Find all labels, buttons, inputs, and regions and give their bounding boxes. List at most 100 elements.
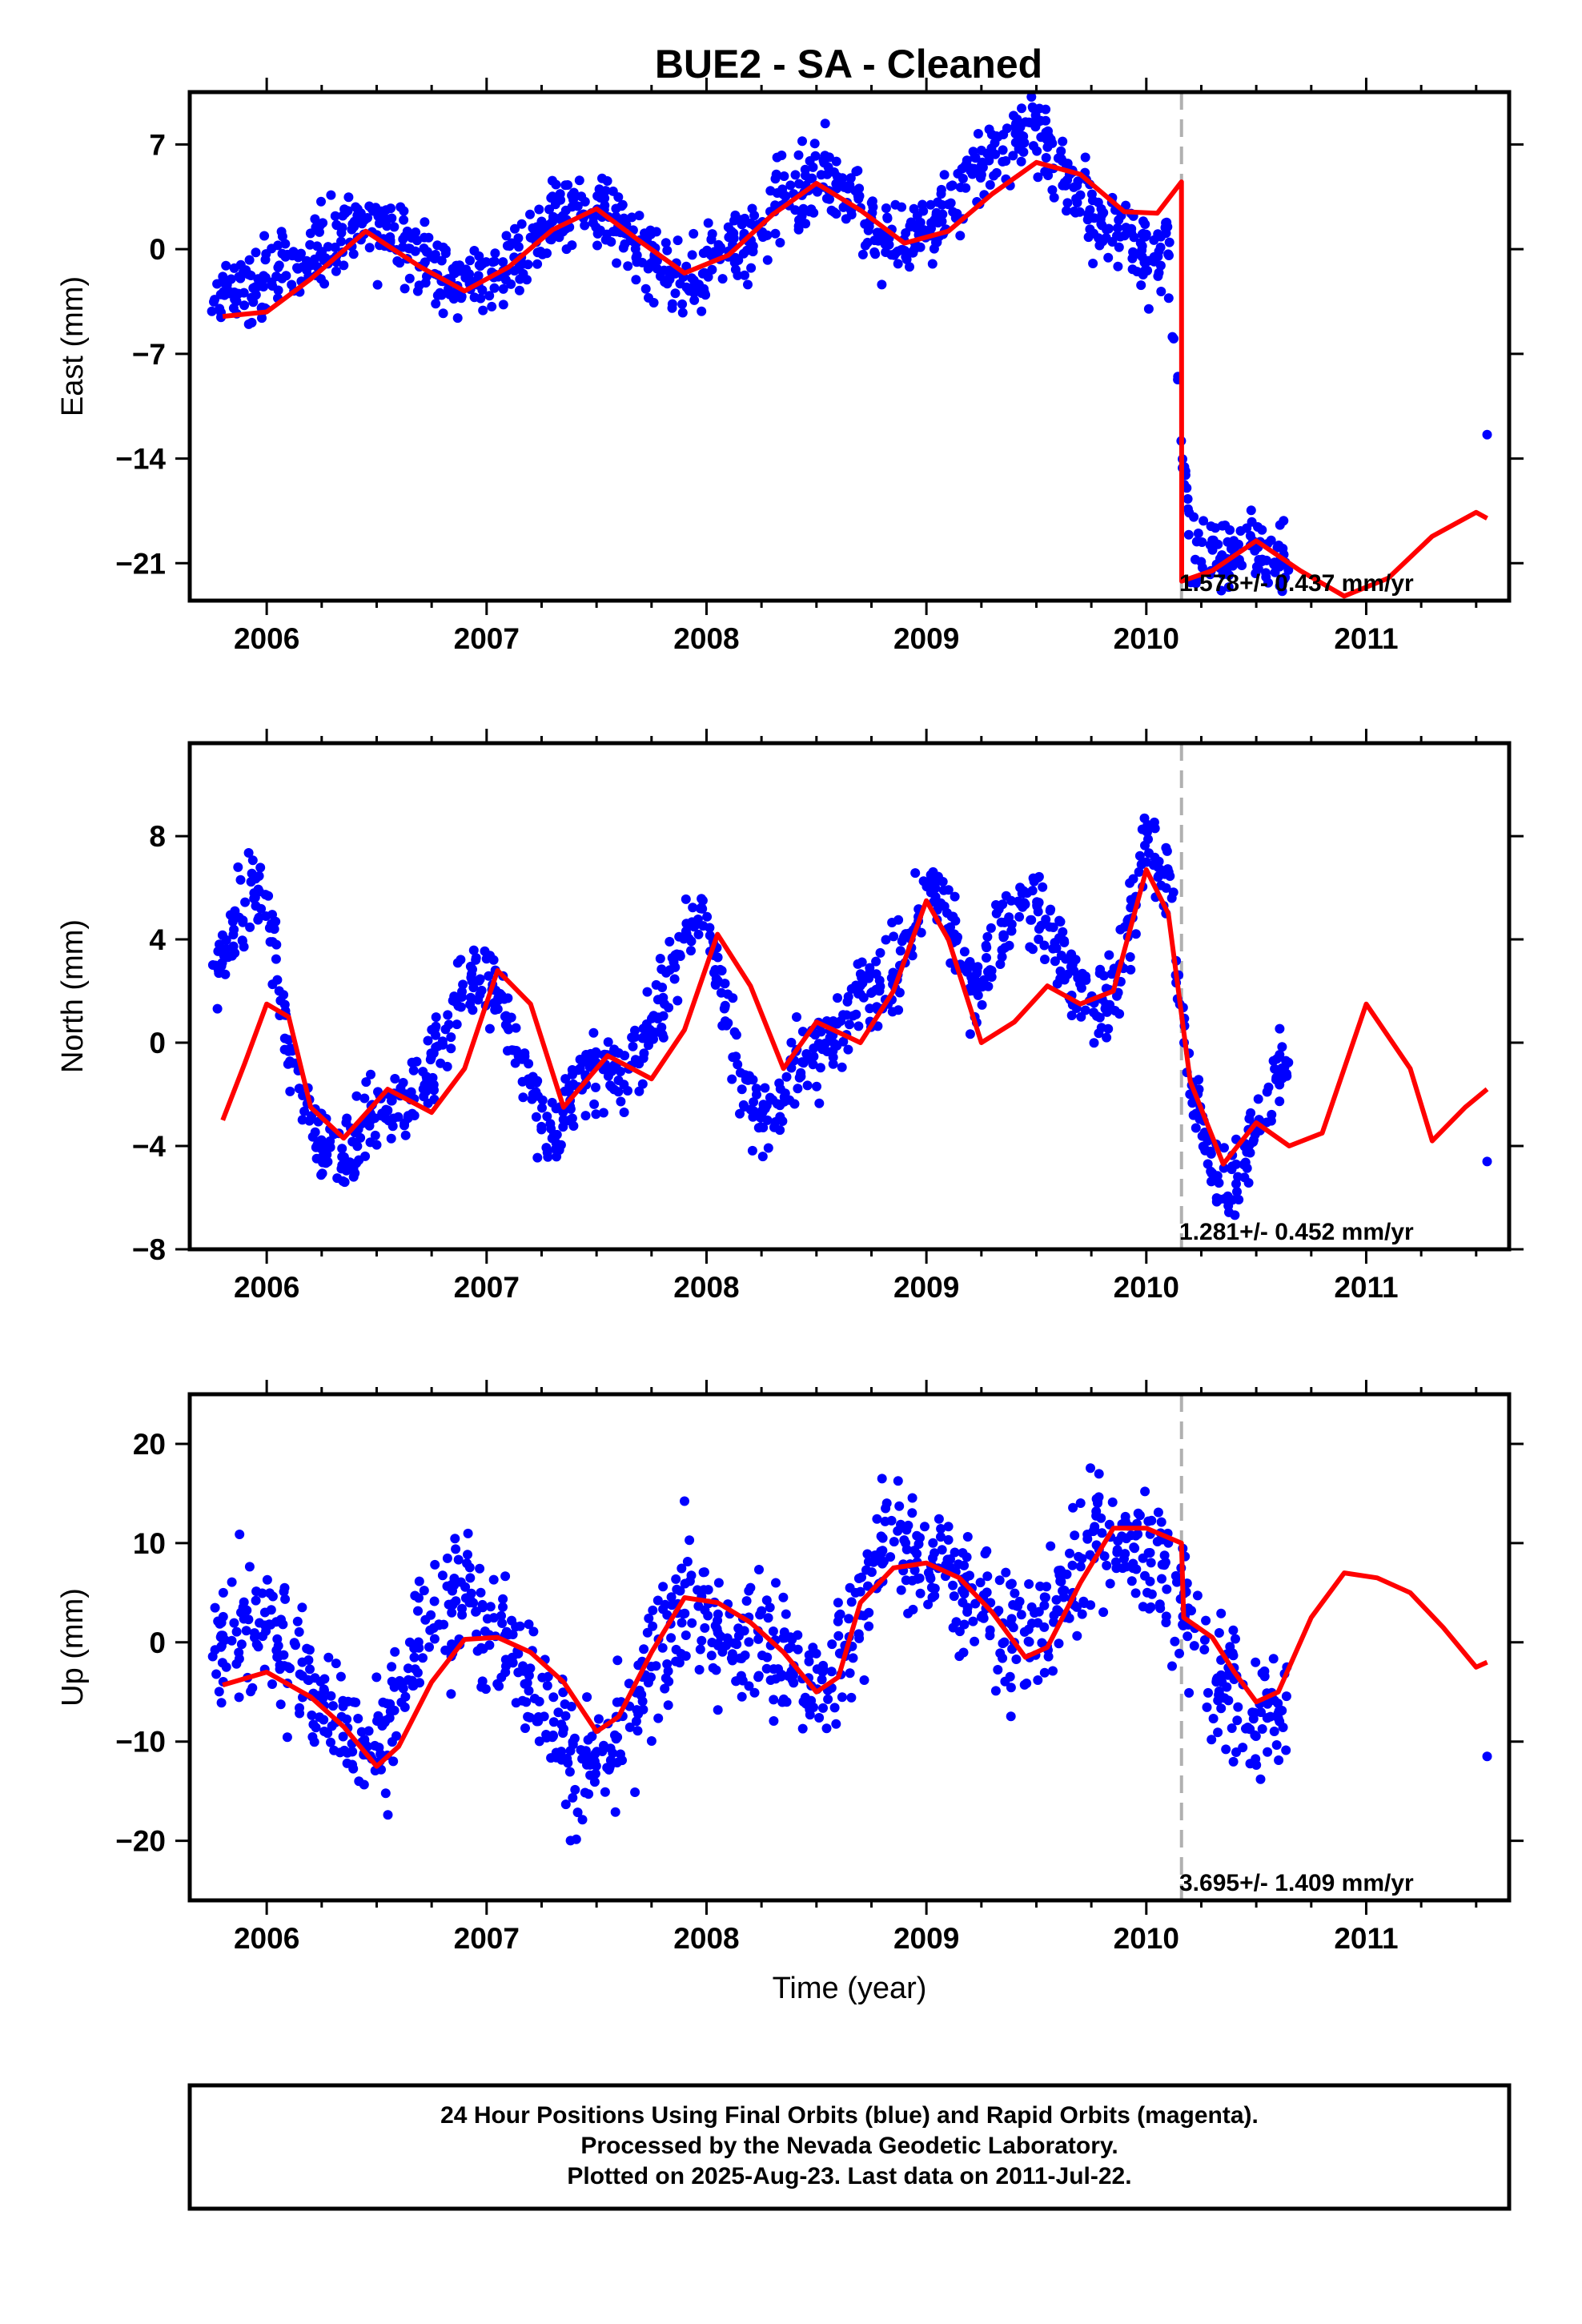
data-point xyxy=(869,1557,879,1567)
data-point xyxy=(342,1758,352,1768)
data-point xyxy=(398,1683,408,1694)
data-point xyxy=(603,1063,612,1074)
data-point xyxy=(318,218,328,228)
data-point xyxy=(516,219,527,229)
data-point xyxy=(713,1640,723,1651)
data-point xyxy=(274,1651,284,1661)
data-point xyxy=(855,989,865,999)
data-point xyxy=(280,1594,291,1604)
data-point xyxy=(451,1544,461,1554)
data-point xyxy=(245,922,255,932)
chart-title: BUE2 - SA - Cleaned xyxy=(655,42,1042,86)
data-point xyxy=(400,1120,409,1131)
x-tick-label: 2010 xyxy=(1114,622,1179,655)
data-point xyxy=(370,1130,380,1140)
data-point xyxy=(348,249,359,259)
data-point xyxy=(1097,1528,1107,1538)
data-point xyxy=(746,263,757,273)
data-point xyxy=(763,1613,773,1623)
x-tick-label: 2006 xyxy=(234,1271,299,1304)
data-point xyxy=(643,1678,653,1688)
data-point xyxy=(857,249,868,259)
data-point xyxy=(720,979,730,989)
data-point xyxy=(893,1005,904,1015)
data-point xyxy=(1482,1751,1492,1762)
data-point xyxy=(894,1501,905,1511)
data-point xyxy=(769,1664,779,1675)
data-point xyxy=(867,196,877,207)
x-axis-label: Time (year) xyxy=(773,1972,927,2005)
data-point xyxy=(463,1550,472,1560)
data-point xyxy=(336,223,347,234)
data-point xyxy=(914,1573,925,1583)
data-point xyxy=(1015,899,1026,910)
data-point xyxy=(606,237,616,247)
data-point xyxy=(713,1609,723,1619)
data-point xyxy=(221,935,231,945)
data-point xyxy=(295,1703,304,1713)
data-point xyxy=(951,1617,962,1627)
data-point xyxy=(790,170,801,180)
data-point xyxy=(1051,943,1062,953)
data-point xyxy=(305,1664,315,1675)
data-point xyxy=(970,153,981,163)
data-point xyxy=(420,217,430,227)
data-point xyxy=(1191,1123,1201,1133)
data-point xyxy=(958,174,968,183)
data-point xyxy=(574,175,584,186)
data-point xyxy=(823,162,833,172)
data-point xyxy=(855,1586,865,1597)
data-point xyxy=(639,1048,649,1059)
data-point xyxy=(973,129,983,139)
data-point xyxy=(548,216,558,227)
data-point xyxy=(677,1563,687,1574)
data-point xyxy=(465,1573,476,1583)
data-point xyxy=(440,1645,451,1655)
data-point xyxy=(761,1595,772,1606)
data-point xyxy=(864,1607,874,1618)
data-point xyxy=(1094,233,1104,243)
data-point xyxy=(529,1077,540,1088)
data-point xyxy=(982,1587,992,1598)
data-point xyxy=(409,1643,420,1654)
data-point xyxy=(537,1103,547,1113)
data-point xyxy=(261,249,271,259)
data-point xyxy=(501,231,512,241)
data-point xyxy=(213,965,223,975)
data-point xyxy=(809,139,820,149)
data-point xyxy=(943,1522,954,1532)
data-point xyxy=(793,150,804,160)
data-point xyxy=(871,985,881,995)
data-point xyxy=(713,1578,724,1588)
data-point xyxy=(216,1642,226,1652)
x-tick-label: 2008 xyxy=(673,1271,739,1304)
data-point xyxy=(341,1117,351,1128)
data-point xyxy=(643,263,653,274)
data-point xyxy=(318,1693,328,1703)
data-point xyxy=(548,191,558,202)
data-point xyxy=(965,1570,974,1581)
data-point xyxy=(1153,1507,1163,1518)
data-point xyxy=(457,1610,468,1620)
data-point xyxy=(1034,934,1044,944)
data-point xyxy=(359,1093,370,1104)
data-point xyxy=(503,993,513,1003)
data-point xyxy=(873,235,884,246)
data-point xyxy=(954,1626,965,1637)
data-point xyxy=(456,293,467,304)
data-point xyxy=(846,1692,857,1703)
data-point xyxy=(697,1635,707,1646)
data-point xyxy=(475,974,485,984)
data-point xyxy=(1048,923,1058,932)
data-point xyxy=(1227,561,1238,571)
data-point xyxy=(1096,1023,1106,1033)
data-point xyxy=(908,247,918,258)
data-point xyxy=(1255,1774,1266,1784)
data-point xyxy=(264,923,275,933)
data-point xyxy=(1182,504,1193,514)
data-point xyxy=(873,1021,883,1031)
data-point xyxy=(1067,958,1078,968)
data-point xyxy=(630,1032,640,1042)
